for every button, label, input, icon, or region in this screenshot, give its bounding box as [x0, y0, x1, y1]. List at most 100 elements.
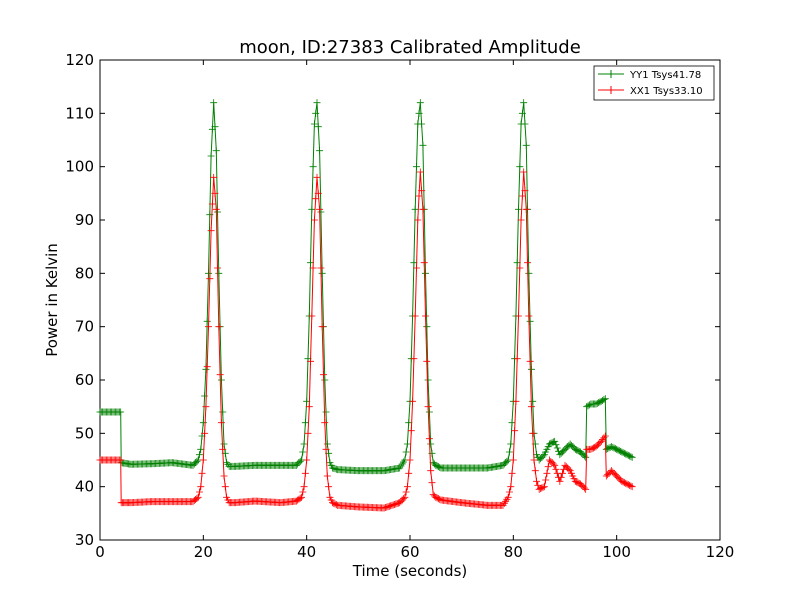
data-point [305, 403, 313, 411]
data-point [194, 493, 202, 501]
data-point [525, 312, 533, 320]
data-point [207, 227, 215, 235]
series-1 [96, 168, 636, 512]
data-point [527, 403, 535, 411]
data-point [316, 147, 324, 155]
data-point [558, 469, 566, 477]
data-point [308, 312, 316, 320]
data-point [599, 436, 607, 444]
data-point [207, 152, 215, 160]
y-tick-label: 40 [75, 478, 94, 496]
x-tick-label: 40 [297, 543, 316, 561]
data-point [318, 323, 326, 331]
data-point [317, 264, 325, 272]
data-point [296, 457, 304, 465]
data-point [210, 99, 218, 107]
data-point [515, 312, 522, 320]
data-point [197, 483, 205, 491]
legend: YY1 Tsys41.78 XX1 Tsys33.10 [593, 65, 715, 101]
data-point [322, 445, 330, 453]
data-point [529, 429, 537, 437]
data-point [627, 453, 635, 461]
data-point [205, 269, 212, 277]
data-point [193, 457, 201, 465]
data-point [526, 317, 534, 325]
data-point [400, 495, 408, 503]
data-point [505, 448, 513, 456]
data-point [529, 397, 537, 405]
data-point [211, 123, 219, 131]
data-point [540, 483, 548, 491]
data-point [203, 317, 211, 325]
data-point [544, 463, 552, 471]
data-point [195, 451, 203, 459]
plot-area [96, 59, 721, 541]
data-point [319, 371, 327, 379]
data-point [199, 456, 207, 464]
data-point [527, 365, 535, 373]
data-point [420, 259, 428, 267]
data-point [419, 141, 427, 149]
data-point [539, 483, 547, 491]
data-point [513, 355, 521, 363]
data-point [503, 457, 511, 465]
data-point [416, 168, 424, 176]
data-point [312, 195, 320, 203]
data-point [211, 189, 219, 197]
data-point [597, 437, 605, 445]
data-point [416, 99, 424, 107]
data-point [424, 376, 432, 384]
data-point [422, 312, 429, 320]
data-point [508, 419, 516, 427]
data-point [533, 477, 541, 485]
data-point [423, 357, 431, 365]
legend-label: YY1 Tsys41.78 [629, 70, 701, 81]
chart-title: moon, ID:27383 Calibrated Amplitude [239, 37, 581, 58]
data-point [325, 483, 333, 491]
data-point [217, 376, 225, 384]
data-point [310, 216, 318, 224]
data-point [219, 445, 227, 453]
data-point [221, 483, 229, 491]
y-tick-label: 110 [65, 104, 94, 122]
data-point [301, 469, 309, 477]
x-axis-title: Time (seconds) [352, 562, 468, 580]
data-point [308, 205, 316, 213]
x-tick-label: 20 [194, 543, 213, 561]
data-point [422, 269, 429, 277]
data-point [557, 473, 565, 481]
data-point [314, 189, 322, 197]
data-point [507, 483, 515, 491]
data-point [597, 397, 605, 405]
data-point [117, 408, 125, 416]
data-point [314, 123, 322, 131]
data-point [507, 440, 515, 448]
data-point [427, 440, 435, 448]
data-point [201, 429, 209, 437]
data-point [522, 141, 530, 149]
data-point [411, 205, 419, 213]
data-point [628, 483, 636, 491]
data-point [414, 216, 422, 224]
data-point [212, 205, 220, 213]
data-point [220, 472, 228, 480]
data-point [428, 479, 436, 487]
y-tick-label: 60 [75, 371, 94, 389]
data-point [309, 163, 317, 171]
data-point [521, 120, 529, 128]
data-point [556, 477, 564, 485]
data-point [504, 493, 512, 501]
data-point [419, 205, 427, 213]
data-point [199, 419, 207, 427]
x-tick-label: 60 [400, 543, 419, 561]
series-0 [96, 99, 636, 475]
data-point [312, 109, 320, 117]
data-point [415, 109, 423, 117]
data-point [418, 120, 426, 128]
data-point [520, 99, 528, 107]
data-point [601, 432, 609, 440]
data-point [298, 493, 305, 501]
data-point [405, 469, 413, 477]
data-point [565, 465, 573, 473]
